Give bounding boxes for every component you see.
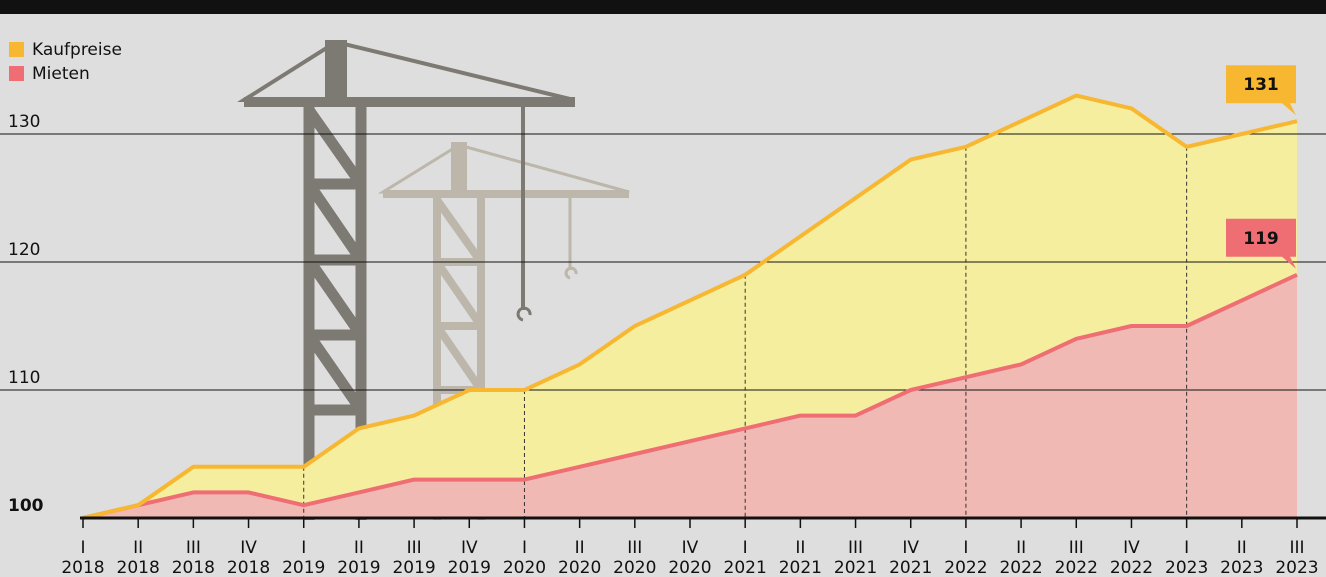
x-tick-label: 2020 [503,558,546,577]
x-tick-label: 2021 [779,558,822,577]
x-tick-label: I [743,538,748,558]
x-tick-label: I [963,538,968,558]
x-tick-label: 2022 [1055,558,1098,577]
y-tick-label: 100 [8,496,44,516]
x-tick-label: I [1184,538,1189,558]
end-label-box [1226,65,1296,116]
x-tick-label: III [848,538,863,558]
end-label-box [1226,218,1296,269]
x-tick-label: IV [902,538,919,558]
x-tick-label: 2022 [944,558,987,577]
x-tick-label: II [1237,538,1247,558]
x-tick-label: 2023 [1165,558,1208,577]
x-tick-label: IV [682,538,699,558]
x-tick-label: 2022 [1110,558,1153,577]
x-tick-label: I [80,538,85,558]
area [83,274,1297,518]
line [82,93,1298,520]
x-tick-label: 2020 [613,558,656,577]
x-tick-label: II [354,538,364,558]
x-tick-label: II [1016,538,1026,558]
y-tick-label: 130 [8,112,40,132]
x-tick-label: IV [461,538,478,558]
x-tick-label: III [407,538,422,558]
end-label: 131 [1243,75,1279,95]
x-tick-label: IV [1123,538,1140,558]
x-tick-label: 2018 [172,558,215,577]
x-tick-label: II [795,538,805,558]
end-label: 119 [1243,229,1279,249]
x-tick-label: 2023 [1275,558,1318,577]
x-tick-label: II [575,538,585,558]
x-tick-label: III [186,538,201,558]
x-tick-label: III [627,538,642,558]
x-tick-label: IV [240,538,257,558]
legend-label: Kaufpreise [32,40,122,60]
legend-swatch [9,42,24,57]
x-tick-label: 2019 [337,558,380,577]
x-tick-label: 2019 [392,558,435,577]
x-tick-label: 2020 [668,558,711,577]
x-tick-label: I [522,538,527,558]
x-tick-label: 2021 [724,558,767,577]
x-tick-label: 2018 [227,558,270,577]
line [82,272,1298,520]
x-tick-label: II [133,538,143,558]
y-tick-label: 110 [8,368,40,388]
x-tick-label: I [301,538,306,558]
x-tick-label: 2021 [834,558,877,577]
x-tick-label: 2019 [448,558,491,577]
x-tick-label: III [1289,538,1304,558]
x-tick-label: 2019 [282,558,325,577]
x-tick-label: 2022 [999,558,1042,577]
x-tick-label: 2018 [117,558,160,577]
y-tick-label: 120 [8,240,40,260]
legend-swatch [9,66,24,81]
x-tick-label: III [1069,538,1084,558]
legend-label: Mieten [32,64,90,84]
x-tick-label: 2020 [558,558,601,577]
top-bar [0,0,1326,14]
x-tick-label: 2023 [1220,558,1263,577]
x-tick-label: 2018 [61,558,104,577]
x-tick-label: 2021 [889,558,932,577]
